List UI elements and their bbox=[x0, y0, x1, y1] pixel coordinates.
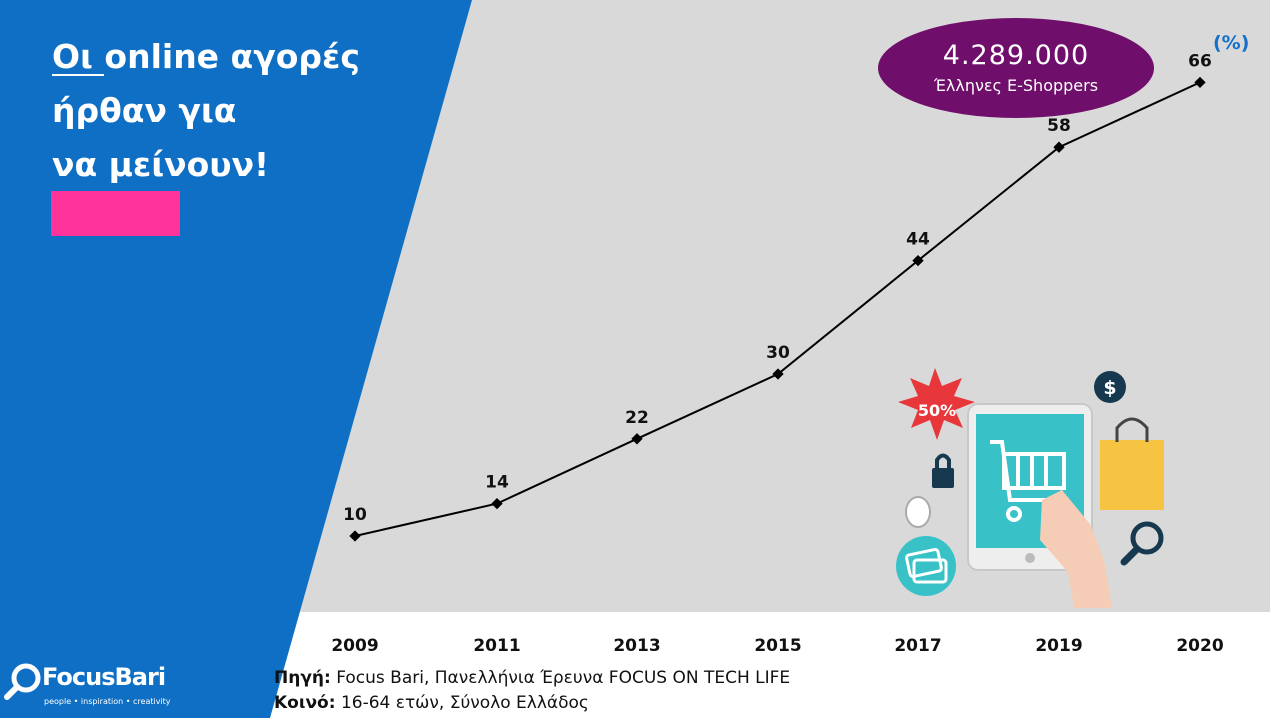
x-tick-2011: 2011 bbox=[473, 636, 520, 656]
headline: Οι online αγορές ήρθαν για να μείνουν! bbox=[52, 30, 412, 192]
dollar-sign-icon: $ bbox=[1103, 377, 1116, 399]
data-point-2009 bbox=[349, 530, 361, 542]
data-label-2017: 44 bbox=[906, 230, 930, 250]
x-tick-2019: 2019 bbox=[1035, 636, 1082, 656]
logo-tagline: people • inspiration • creativity bbox=[44, 697, 171, 706]
computer-mouse-icon bbox=[905, 496, 931, 528]
data-label-2013: 22 bbox=[625, 408, 649, 428]
data-label-2009: 10 bbox=[343, 505, 367, 525]
data-point-2020 bbox=[1194, 76, 1206, 89]
padlock-icon bbox=[932, 468, 954, 488]
audience-text: 16-64 ετών, Σύνολο Ελλάδος bbox=[340, 693, 589, 713]
data-point-2013 bbox=[631, 433, 643, 445]
data-label-2019: 58 bbox=[1047, 116, 1071, 136]
e-shoppers-count: 4.289.000 bbox=[942, 40, 1090, 71]
padlock-shackle-icon bbox=[935, 453, 951, 468]
x-tick-2009: 2009 bbox=[331, 636, 378, 656]
unit-label: (%) bbox=[1213, 32, 1250, 54]
credit-card-icon bbox=[912, 558, 948, 584]
data-point-2019 bbox=[1053, 141, 1065, 153]
x-tick-2013: 2013 bbox=[613, 636, 660, 656]
shopping-bag-icon bbox=[1100, 440, 1164, 510]
magnifier-handle-icon bbox=[1120, 545, 1141, 566]
pink-accent-bar bbox=[51, 191, 180, 236]
x-tick-2015: 2015 bbox=[754, 636, 801, 656]
focusbari-logo: FocusBari people • inspiration • creativ… bbox=[4, 660, 179, 710]
source-prefix: Πηγή: bbox=[274, 668, 331, 688]
headline-line-3: να μείνουν! bbox=[52, 145, 270, 184]
headline-line-1: Οι online αγορές bbox=[52, 37, 360, 76]
left-blue-panel bbox=[0, 0, 472, 718]
data-point-2015 bbox=[772, 368, 784, 380]
source-text: Focus Bari, Πανελλήνια Έρευνα FOCUS ON T… bbox=[336, 668, 791, 688]
data-label-2020: 66 bbox=[1188, 51, 1212, 71]
x-tick-2020: 2020 bbox=[1176, 636, 1223, 656]
discount-text: 50% bbox=[918, 401, 956, 420]
shopping-bag-handle-icon bbox=[1115, 417, 1149, 442]
tablet-home-button-icon bbox=[1025, 553, 1035, 563]
data-point-2017 bbox=[912, 254, 924, 267]
magnifier-icon bbox=[1130, 521, 1164, 555]
e-shoppers-badge: 4.289.000 Έλληνες E-Shoppers bbox=[878, 18, 1154, 118]
audience-prefix: Κοινό: bbox=[274, 693, 336, 713]
dollar-coin-icon bbox=[1094, 371, 1126, 403]
line-chart: 10 2009 14 2011 22 2013 30 2015 44 2017 58 2019 66 20… bbox=[331, 51, 1223, 656]
ecommerce-illustration: 50% $ bbox=[896, 368, 1164, 608]
logo-wordmark: FocusBari bbox=[42, 663, 166, 691]
discount-burst-icon bbox=[898, 368, 975, 440]
data-label-2015: 30 bbox=[766, 343, 790, 363]
audience-line: Κοινό: 16-64 ετών, Σύνολο Ελλάδος bbox=[274, 691, 790, 716]
pointing-hand-icon bbox=[1040, 490, 1112, 608]
headline-line-2: ήρθαν για bbox=[52, 91, 237, 130]
data-point-2011 bbox=[491, 497, 503, 510]
data-label-2011: 14 bbox=[485, 473, 509, 493]
headline-underline bbox=[52, 74, 104, 76]
source-note: Πηγή: Focus Bari, Πανελλήνια Έρευνα FOCU… bbox=[274, 666, 790, 716]
e-shoppers-label: Έλληνες E-Shoppers bbox=[933, 76, 1099, 95]
source-line: Πηγή: Focus Bari, Πανελλήνια Έρευνα FOCU… bbox=[274, 666, 790, 691]
x-tick-2017: 2017 bbox=[894, 636, 941, 656]
logo-magnifier-icon bbox=[4, 663, 41, 700]
